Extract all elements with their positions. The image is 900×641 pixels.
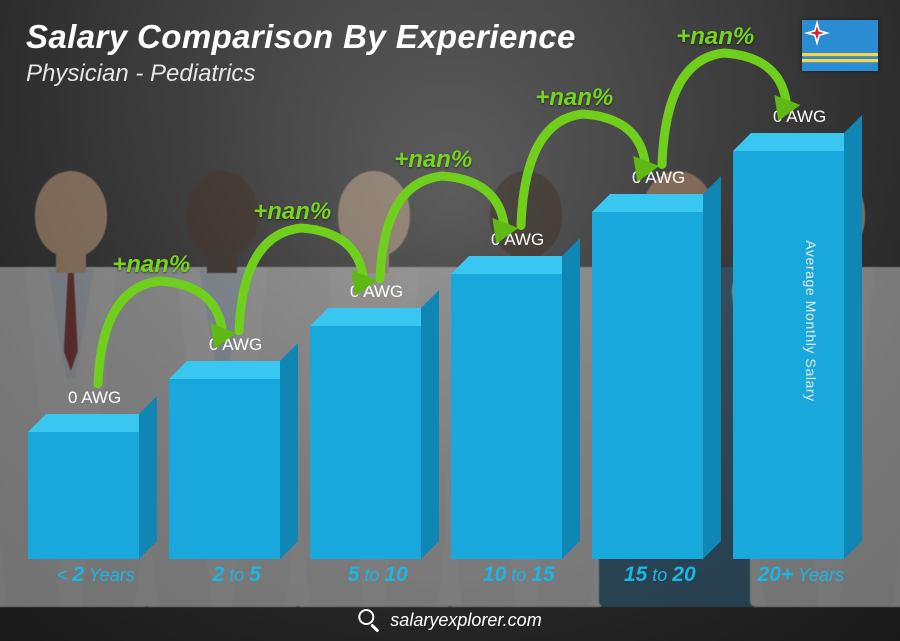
delta-label: +nan%	[112, 251, 190, 279]
bar-col: 0 AWG< 2 Years	[22, 120, 145, 559]
value-label: 0 AWG	[581, 168, 736, 188]
delta-label: +nan%	[394, 146, 472, 174]
y-axis-label: Average Monthly Salary	[803, 240, 819, 402]
bar-col: 0 AWG20+ Years	[727, 120, 850, 559]
bar: 0 AWG	[28, 432, 139, 559]
bar-col: 0 AWG2 to 5	[163, 120, 286, 559]
bar-chart: 0 AWG< 2 Years0 AWG2 to 50 AWG5 to 100 A…	[22, 120, 850, 585]
value-label: 0 AWG	[440, 230, 595, 250]
value-label: 0 AWG	[299, 282, 454, 302]
bar: 0 AWG	[169, 379, 280, 559]
bar: 0 AWG	[310, 326, 421, 559]
chart-subtitle: Physician - Pediatrics	[26, 60, 576, 88]
title-block: Salary Comparison By Experience Physicia…	[26, 18, 576, 88]
value-label: 0 AWG	[722, 107, 877, 127]
delta-label: +nan%	[676, 23, 754, 51]
bar: 0 AWG	[592, 212, 703, 559]
delta-label: +nan%	[535, 84, 613, 112]
aruba-flag-icon	[802, 20, 878, 71]
bars-container: 0 AWG< 2 Years0 AWG2 to 50 AWG5 to 100 A…	[22, 120, 850, 559]
chart-canvas: Salary Comparison By Experience Physicia…	[0, 0, 900, 641]
value-label: 0 AWG	[17, 388, 172, 408]
bar-col: 0 AWG5 to 10	[304, 120, 427, 559]
bar-col: 0 AWG10 to 15	[445, 120, 568, 559]
chart-title: Salary Comparison By Experience	[26, 18, 576, 56]
value-label: 0 AWG	[158, 335, 313, 355]
footer: salaryexplorer.com	[358, 609, 541, 631]
salaryexplorer-logo-icon	[358, 609, 380, 631]
bar: 0 AWG	[733, 151, 844, 559]
bar-col: 0 AWG15 to 20	[586, 120, 709, 559]
category-label: 20+ Years	[715, 563, 887, 587]
bar: 0 AWG	[451, 274, 562, 559]
footer-text: salaryexplorer.com	[390, 610, 541, 631]
delta-label: +nan%	[253, 198, 331, 226]
